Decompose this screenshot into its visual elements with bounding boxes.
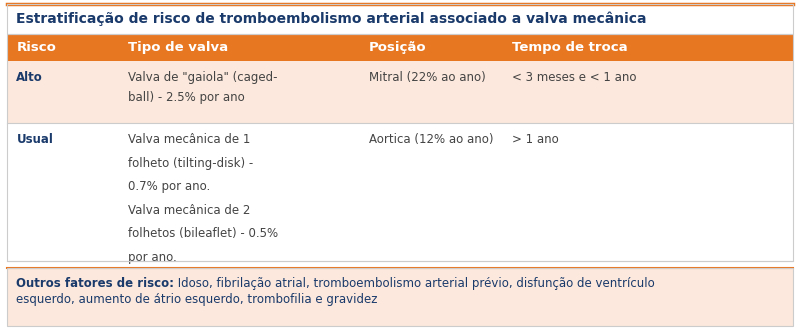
Text: Estratificação de risco de tromboembolismo arterial associado a valva mecânica: Estratificação de risco de tromboembolis… (17, 12, 647, 26)
Text: Tempo de troca: Tempo de troca (512, 41, 627, 54)
Bar (7, 61, 793, 123)
Text: Alto: Alto (17, 71, 43, 84)
Text: Tipo de valva: Tipo de valva (128, 41, 228, 54)
Text: Outros fatores de risco:: Outros fatores de risco: (17, 277, 174, 290)
Text: esquerdo, aumento de átrio esquerdo, trombofilia e gravidez: esquerdo, aumento de átrio esquerdo, tro… (17, 293, 378, 306)
Bar (7, 123, 793, 261)
Text: Valva de "gaiola" (caged-
ball) - 2.5% por ano: Valva de "gaiola" (caged- ball) - 2.5% p… (128, 71, 278, 104)
Text: Idoso, fibrilação atrial, tromboembolismo arterial prévio, disfunção de ventrícu: Idoso, fibrilação atrial, tromboembolism… (174, 277, 655, 290)
Bar (7, 4, 793, 34)
Text: Valva mecânica de 1
folheto (tilting-disk) -
0.7% por ano.
Valva mecânica de 2
f: Valva mecânica de 1 folheto (tilting-dis… (128, 133, 278, 263)
Bar (7, 268, 793, 326)
Text: < 3 meses e < 1 ano: < 3 meses e < 1 ano (512, 71, 636, 84)
Text: > 1 ano: > 1 ano (512, 133, 558, 146)
Text: Mitral (22% ao ano): Mitral (22% ao ano) (369, 71, 486, 84)
Bar (7, 34, 793, 61)
Bar (7, 34, 793, 261)
Text: Aortica (12% ao ano): Aortica (12% ao ano) (369, 133, 493, 146)
Text: Posição: Posição (369, 41, 426, 54)
Text: Risco: Risco (17, 41, 56, 54)
Text: Usual: Usual (17, 133, 54, 146)
Bar (7, 268, 793, 326)
Bar (7, 4, 793, 34)
